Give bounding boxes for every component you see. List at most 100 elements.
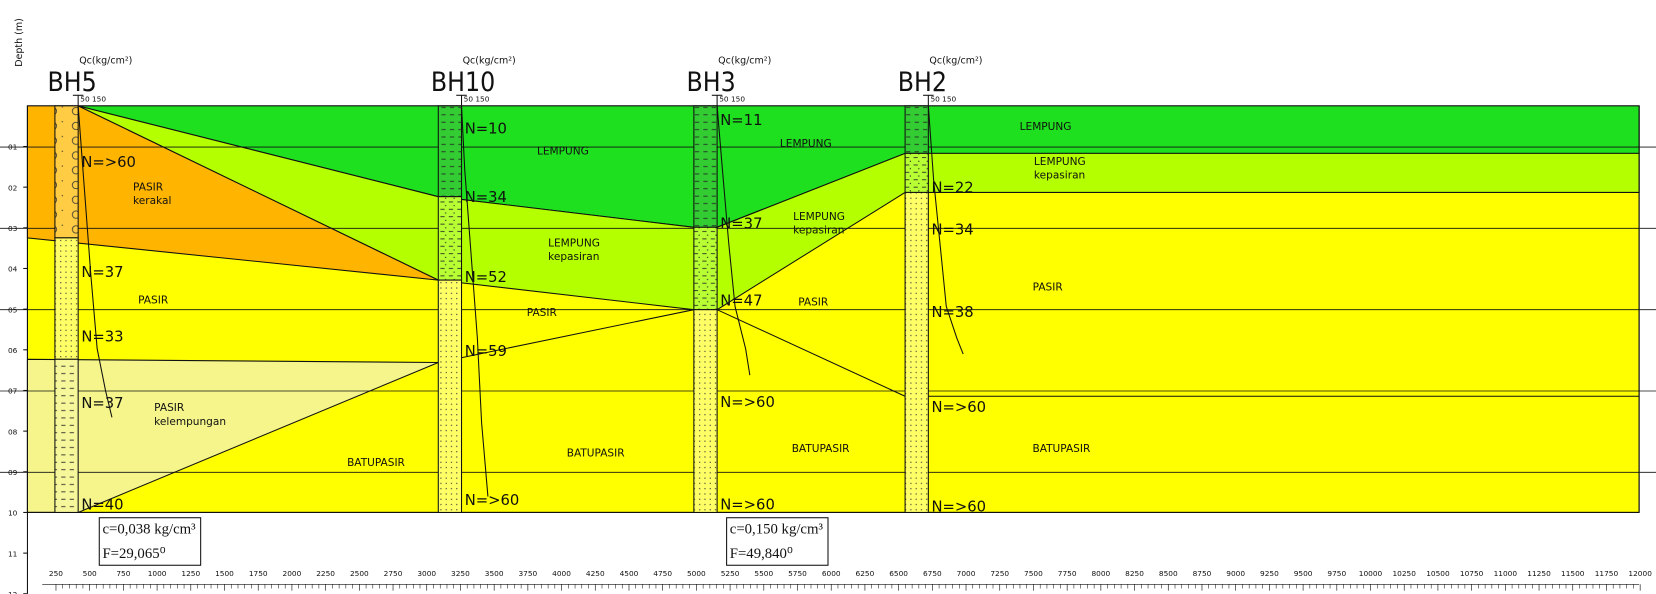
boundary <box>716 309 906 397</box>
qc-curve <box>77 105 113 418</box>
spt-label: N=52 <box>465 269 507 286</box>
x-tick-label: 7750 <box>1058 569 1077 578</box>
x-tick-label: 2750 <box>384 569 403 578</box>
borehole-name: BH10 <box>431 67 495 98</box>
x-tick-label: 9000 <box>1226 569 1245 578</box>
layer-label: BATUPASIR <box>567 447 625 459</box>
layer-label: PASIR <box>138 294 169 306</box>
x-tick-label: 7500 <box>1024 569 1043 578</box>
x-tick-label: 750 <box>116 569 130 578</box>
x-tick-label: 4500 <box>620 569 639 578</box>
qc-label: Qc(kg/cm²) <box>79 56 132 67</box>
depth-tick-label: 01 <box>8 143 18 152</box>
x-tick-label: 9750 <box>1327 569 1346 578</box>
spt-label: N=22 <box>932 179 974 196</box>
column <box>437 105 463 198</box>
spt-label: N=40 <box>81 496 123 513</box>
x-tick-label: 5250 <box>721 569 740 578</box>
x-tick-label: 5750 <box>788 569 807 578</box>
layer-label: LEMPUNG <box>1034 156 1086 168</box>
depth-tick-label: 03 <box>8 224 18 233</box>
layer-label: PASIR <box>154 402 185 414</box>
x-tick-label: 6000 <box>822 569 841 578</box>
qc-label: Qc(kg/cm²) <box>929 56 982 67</box>
info-box <box>726 517 829 566</box>
cohesion: c=0,150 kg/cm³ <box>730 522 824 538</box>
x-tick-label: 5000 <box>687 569 706 578</box>
x-tick-label: 3250 <box>451 569 470 578</box>
x-tick-label: 500 <box>83 569 97 578</box>
x-tick-label: 10250 <box>1392 569 1416 578</box>
layer-label: PASIR <box>1033 282 1064 294</box>
x-tick-label: 2000 <box>283 569 302 578</box>
spt-label: N=33 <box>81 328 123 345</box>
depth-tick-label: 09 <box>8 468 18 477</box>
x-tick-label: 250 <box>49 569 63 578</box>
column <box>693 226 718 311</box>
spt-label: N=37 <box>81 395 123 412</box>
spt-label: N=37 <box>720 215 762 232</box>
x-tick-label: 10000 <box>1359 569 1383 578</box>
x-tick-label: 12000 <box>1628 569 1652 578</box>
x-tick-label: 2250 <box>316 569 335 578</box>
layer-label: LEMPUNG <box>548 237 600 249</box>
depth-tick-label: 02 <box>8 183 17 192</box>
spt-label: N=10 <box>465 120 507 137</box>
spt-label: N=>60 <box>81 154 136 171</box>
x-tick-label: 3500 <box>485 569 504 578</box>
spt-label: N=>60 <box>465 492 520 509</box>
friction-angle: F=49,840⁰ <box>730 546 793 562</box>
depth-lines <box>0 146 1656 473</box>
qc-scale: 50 150 <box>719 95 745 104</box>
layer-label: kepasiran <box>548 251 599 263</box>
depth-tick-label: 10 <box>8 509 18 518</box>
x-tick-label: 9500 <box>1294 569 1313 578</box>
qc-curve <box>460 105 489 497</box>
borehole-name: BH3 <box>686 67 735 98</box>
layer-label: PASIR <box>527 307 558 319</box>
x-tick-label: 7000 <box>957 569 976 578</box>
x-tick-label: 6500 <box>889 569 908 578</box>
x-tick-label: 3750 <box>518 569 537 578</box>
layer-label: LEMPUNG <box>793 211 845 223</box>
borehole-name: BH2 <box>898 67 947 98</box>
depth-tick-label: 05 <box>8 305 18 314</box>
depth-tick-label: 11 <box>8 549 18 558</box>
layer-label: kepasiran <box>793 225 844 237</box>
x-tick-label: 10750 <box>1460 569 1484 578</box>
layer-label: PASIR <box>133 181 164 193</box>
column <box>437 279 463 513</box>
depth-tick-label: 04 <box>8 265 18 274</box>
x-tick-label: 11500 <box>1561 569 1585 578</box>
x-tick-label: 11000 <box>1494 569 1518 578</box>
x-tick-label: 1000 <box>148 569 167 578</box>
cohesion: c=0,038 kg/cm³ <box>102 522 196 538</box>
column <box>693 105 718 228</box>
spt-label: N=34 <box>465 189 507 206</box>
column <box>54 237 79 360</box>
qc-scale: 50 150 <box>464 95 490 104</box>
boundary <box>438 309 694 363</box>
layer-label: LEMPUNG <box>1020 121 1072 133</box>
qc-curve <box>927 105 964 355</box>
spt-label: N=47 <box>720 292 762 309</box>
borehole-name: BH5 <box>48 67 97 98</box>
x-tick-label: 7250 <box>990 569 1009 578</box>
axis-label: Depth (m) <box>14 18 25 67</box>
qc-label: Qc(kg/cm²) <box>463 56 516 67</box>
column <box>54 105 79 239</box>
column <box>904 152 929 193</box>
x-tick-label: 11250 <box>1527 569 1551 578</box>
x-tick-label: 6750 <box>923 569 942 578</box>
spt-label: N=34 <box>932 222 974 239</box>
column <box>693 309 718 513</box>
x-tick-label: 1750 <box>249 569 268 578</box>
column <box>437 196 463 281</box>
spt-label: N=>60 <box>720 394 775 411</box>
column <box>904 191 929 513</box>
qc-scale: 50 150 <box>930 95 956 104</box>
spt-label: N=>60 <box>720 496 775 513</box>
spt-label: N=>60 <box>932 498 987 515</box>
layer-label: PASIR <box>798 296 829 308</box>
